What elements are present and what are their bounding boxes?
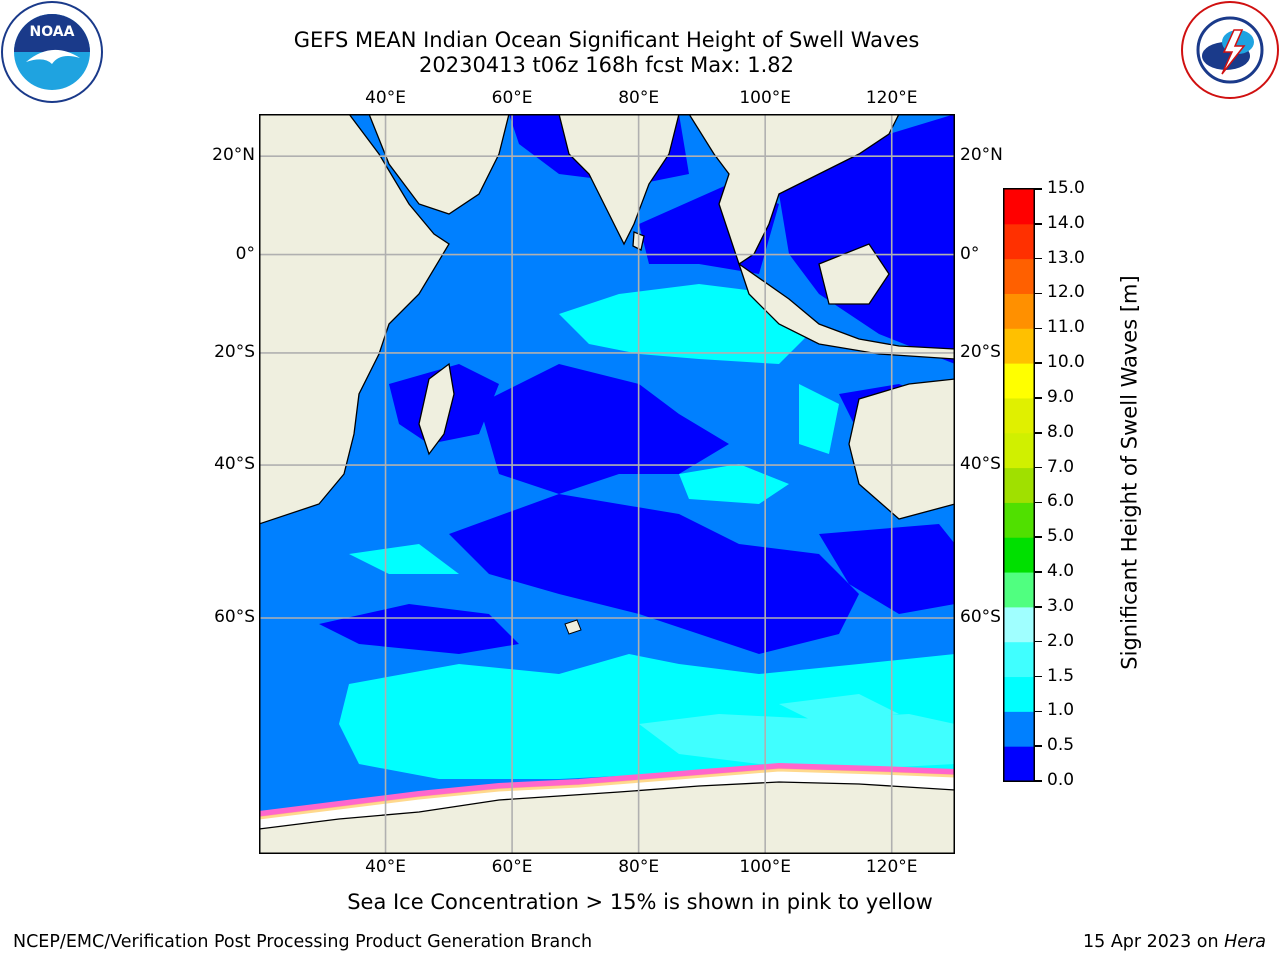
colorbar-level-label: 10.0 [1047, 352, 1085, 373]
colorbar-tick [1035, 223, 1042, 225]
colorbar-level-label: 13.0 [1047, 247, 1085, 268]
colorbar-segment [1004, 258, 1034, 294]
colorbar-level-label: 0.5 [1047, 735, 1075, 756]
colorbar-level-label: 15.0 [1047, 178, 1085, 198]
lat-tick-label-right: 0° [960, 243, 980, 264]
colorbar [1003, 188, 1035, 782]
kerguelen-island [564, 619, 582, 635]
colorbar-tick [1035, 432, 1042, 434]
colorbar-segment [1004, 502, 1034, 538]
sea-ice-edge [259, 762, 955, 817]
colorbar-segment [1004, 328, 1034, 364]
colorbar-segment [1004, 293, 1034, 329]
colorbar-level-label: 8.0 [1047, 421, 1075, 442]
lon-tick-label-top: 60°E [491, 88, 533, 108]
colorbar-segment [1004, 606, 1034, 643]
colorbar-level-label: 14.0 [1047, 212, 1085, 233]
colorbar-level-label: 1.0 [1047, 700, 1075, 721]
colorbar-segment [1004, 189, 1034, 225]
lat-tick-label-left: 60°S [214, 607, 255, 627]
lat-tick-label-left: 0° [235, 243, 255, 264]
colorbar-tick [1035, 606, 1042, 608]
colorbar-segment [1004, 746, 1034, 782]
lon-tick-label-bottom: 120°E [865, 857, 918, 877]
footer-left: NCEP/EMC/Verification Post Processing Pr… [13, 932, 593, 952]
colorbar-level-label: 11.0 [1047, 317, 1085, 338]
lat-tick-label-left: 40°S [214, 454, 255, 475]
colorbar-level-label: 3.0 [1047, 595, 1075, 616]
colorbar-tick [1035, 745, 1042, 747]
colorbar-segment [1004, 537, 1034, 573]
lat-tick-label-right: 60°S [960, 607, 1001, 627]
colorbar-level-label: 4.0 [1047, 561, 1075, 582]
lat-tick-label-right: 20°N [960, 145, 1003, 166]
swell-high-regions [639, 694, 955, 769]
sea-ice-annotation: Sea Ice Concentration > 15% is shown in … [347, 890, 933, 914]
colorbar-title-text: Significant Height of Swell Waves [m] [1117, 275, 1142, 670]
colorbar-level-label: 6.0 [1047, 491, 1075, 512]
colorbar-tick [1035, 188, 1042, 190]
lon-tick-label-top: 100°E [739, 88, 792, 108]
svg-text:NOAA: NOAA [30, 24, 75, 40]
nws-logo [1180, 0, 1280, 100]
lat-tick-label-left: 20°N [212, 145, 255, 166]
map-panel [259, 114, 955, 854]
colorbar-segment [1004, 223, 1034, 260]
lon-tick-label-bottom: 40°E [365, 857, 406, 877]
lon-tick-label-top: 40°E [365, 88, 406, 108]
colorbar-tick [1035, 501, 1042, 504]
colorbar-tick [1035, 780, 1042, 782]
colorbar-tick [1035, 675, 1042, 678]
lat-tick-label-left: 20°S [214, 341, 255, 362]
colorbar-tick [1035, 362, 1042, 364]
colorbar-level-label: 2.0 [1047, 630, 1075, 651]
colorbar-segment [1004, 467, 1034, 503]
lon-tick-label-bottom: 80°E [618, 857, 660, 877]
colorbar-level-label: 7.0 [1047, 456, 1075, 477]
map-frame [259, 114, 955, 854]
colorbar-level-label: 1.5 [1047, 665, 1075, 686]
colorbar-tick [1035, 571, 1042, 573]
lon-tick-label-top: 120°E [865, 88, 918, 108]
lat-tick-label-right: 20°S [960, 341, 1001, 362]
colorbar-level-label: 0.0 [1047, 770, 1075, 790]
land-masses [259, 114, 955, 854]
colorbar-segment [1004, 711, 1034, 747]
footer-right: 15 Apr 2023 on Hera [1083, 932, 1266, 952]
title-line-1: GEFS MEAN Indian Ocean Significant Heigh… [293, 28, 920, 52]
colorbar-segment [1004, 432, 1034, 469]
lat-tick-label-right: 40°S [960, 454, 1001, 475]
colorbar-segment [1004, 676, 1034, 712]
colorbar-tick [1035, 640, 1042, 643]
colorbar-level-label: 5.0 [1047, 526, 1075, 547]
colorbar-segment [1004, 363, 1034, 399]
lon-tick-label-top: 80°E [618, 88, 660, 108]
title-line-2: 20230413 t06z 168h fcst Max: 1.82 [419, 53, 794, 77]
colorbar-tick [1035, 397, 1042, 399]
lon-tick-label-bottom: 60°E [491, 857, 533, 877]
map-title: GEFS MEAN Indian Ocean Significant Heigh… [0, 28, 1213, 78]
colorbar-tick [1035, 257, 1042, 260]
colorbar-level-label: 12.0 [1047, 282, 1085, 303]
colorbar-tick [1035, 466, 1042, 469]
lon-tick-label-bottom: 100°E [739, 857, 792, 877]
colorbar-segment [1004, 641, 1034, 678]
colorbar-tick [1035, 292, 1042, 295]
colorbar-segment [1004, 397, 1034, 434]
colorbar-tick [1035, 710, 1042, 713]
noaa-logo: NOAA [0, 0, 104, 104]
colorbar-level-label: 9.0 [1047, 386, 1075, 407]
colorbar-tick [1035, 536, 1042, 538]
colorbar-tick [1035, 327, 1042, 330]
footer-host: Hera [1224, 932, 1266, 952]
colorbar-frame [1003, 188, 1035, 782]
graticule [259, 114, 955, 854]
colorbar-segment [1004, 572, 1034, 608]
footer-date: 15 Apr 2023 on [1083, 932, 1225, 952]
